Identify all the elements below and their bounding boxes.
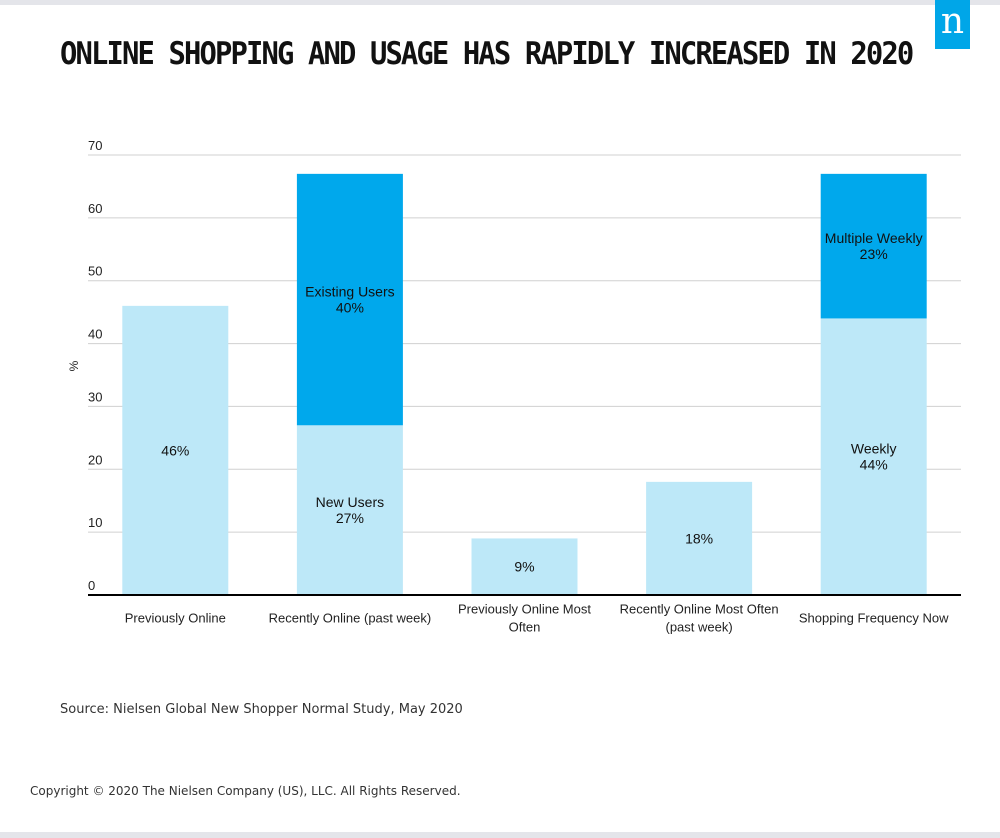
data-label: 46% bbox=[161, 442, 189, 458]
top-rule bbox=[0, 0, 1000, 5]
y-tick-label: 40 bbox=[88, 327, 102, 342]
y-tick-label: 30 bbox=[88, 389, 102, 404]
data-label: Existing Users 40% bbox=[305, 283, 394, 315]
data-label: New Users 27% bbox=[316, 494, 384, 526]
page-title: ONLINE SHOPPING AND USAGE HAS RAPIDLY IN… bbox=[60, 36, 914, 72]
y-tick-label: 70 bbox=[88, 138, 102, 153]
bar-segment bbox=[820, 318, 927, 595]
y-tick-label: 20 bbox=[88, 452, 102, 467]
source-note: Source: Nielsen Global New Shopper Norma… bbox=[60, 702, 463, 717]
bar-segment bbox=[471, 538, 578, 595]
x-tick-label: Recently Online (past week) bbox=[269, 611, 432, 626]
y-tick-label: 10 bbox=[88, 515, 102, 530]
data-label: Weekly 44% bbox=[851, 441, 897, 473]
bar-segment bbox=[122, 305, 229, 595]
copyright-note: Copyright © 2020 The Nielsen Company (US… bbox=[30, 784, 461, 798]
nielsen-logo: n bbox=[935, 0, 970, 49]
bar-segment bbox=[820, 173, 927, 319]
y-tick-label: 50 bbox=[88, 264, 102, 279]
bottom-rule bbox=[0, 832, 1000, 838]
x-tick-label: Shopping Frequency Now bbox=[799, 611, 949, 626]
bar-chart: 0 10 20 30 40 50 60 70% 46% Previously Online New … bbox=[67, 138, 961, 635]
data-label: 18% bbox=[685, 530, 713, 546]
data-label: Multiple Weekly 23% bbox=[825, 230, 923, 262]
bar-segment bbox=[646, 481, 753, 595]
y-tick-label: 0 bbox=[88, 578, 95, 593]
y-axis-label: % bbox=[67, 360, 81, 371]
x-tick-label: Recently Online Most Often (past week) bbox=[620, 602, 779, 635]
y-tick-label: 60 bbox=[88, 201, 102, 216]
x-tick-label: Previously Online Most Often bbox=[458, 602, 591, 635]
bar-segment bbox=[296, 173, 403, 426]
bar-segment bbox=[296, 425, 403, 595]
x-tick-label: Previously Online bbox=[125, 611, 226, 626]
data-label: 9% bbox=[514, 559, 534, 575]
